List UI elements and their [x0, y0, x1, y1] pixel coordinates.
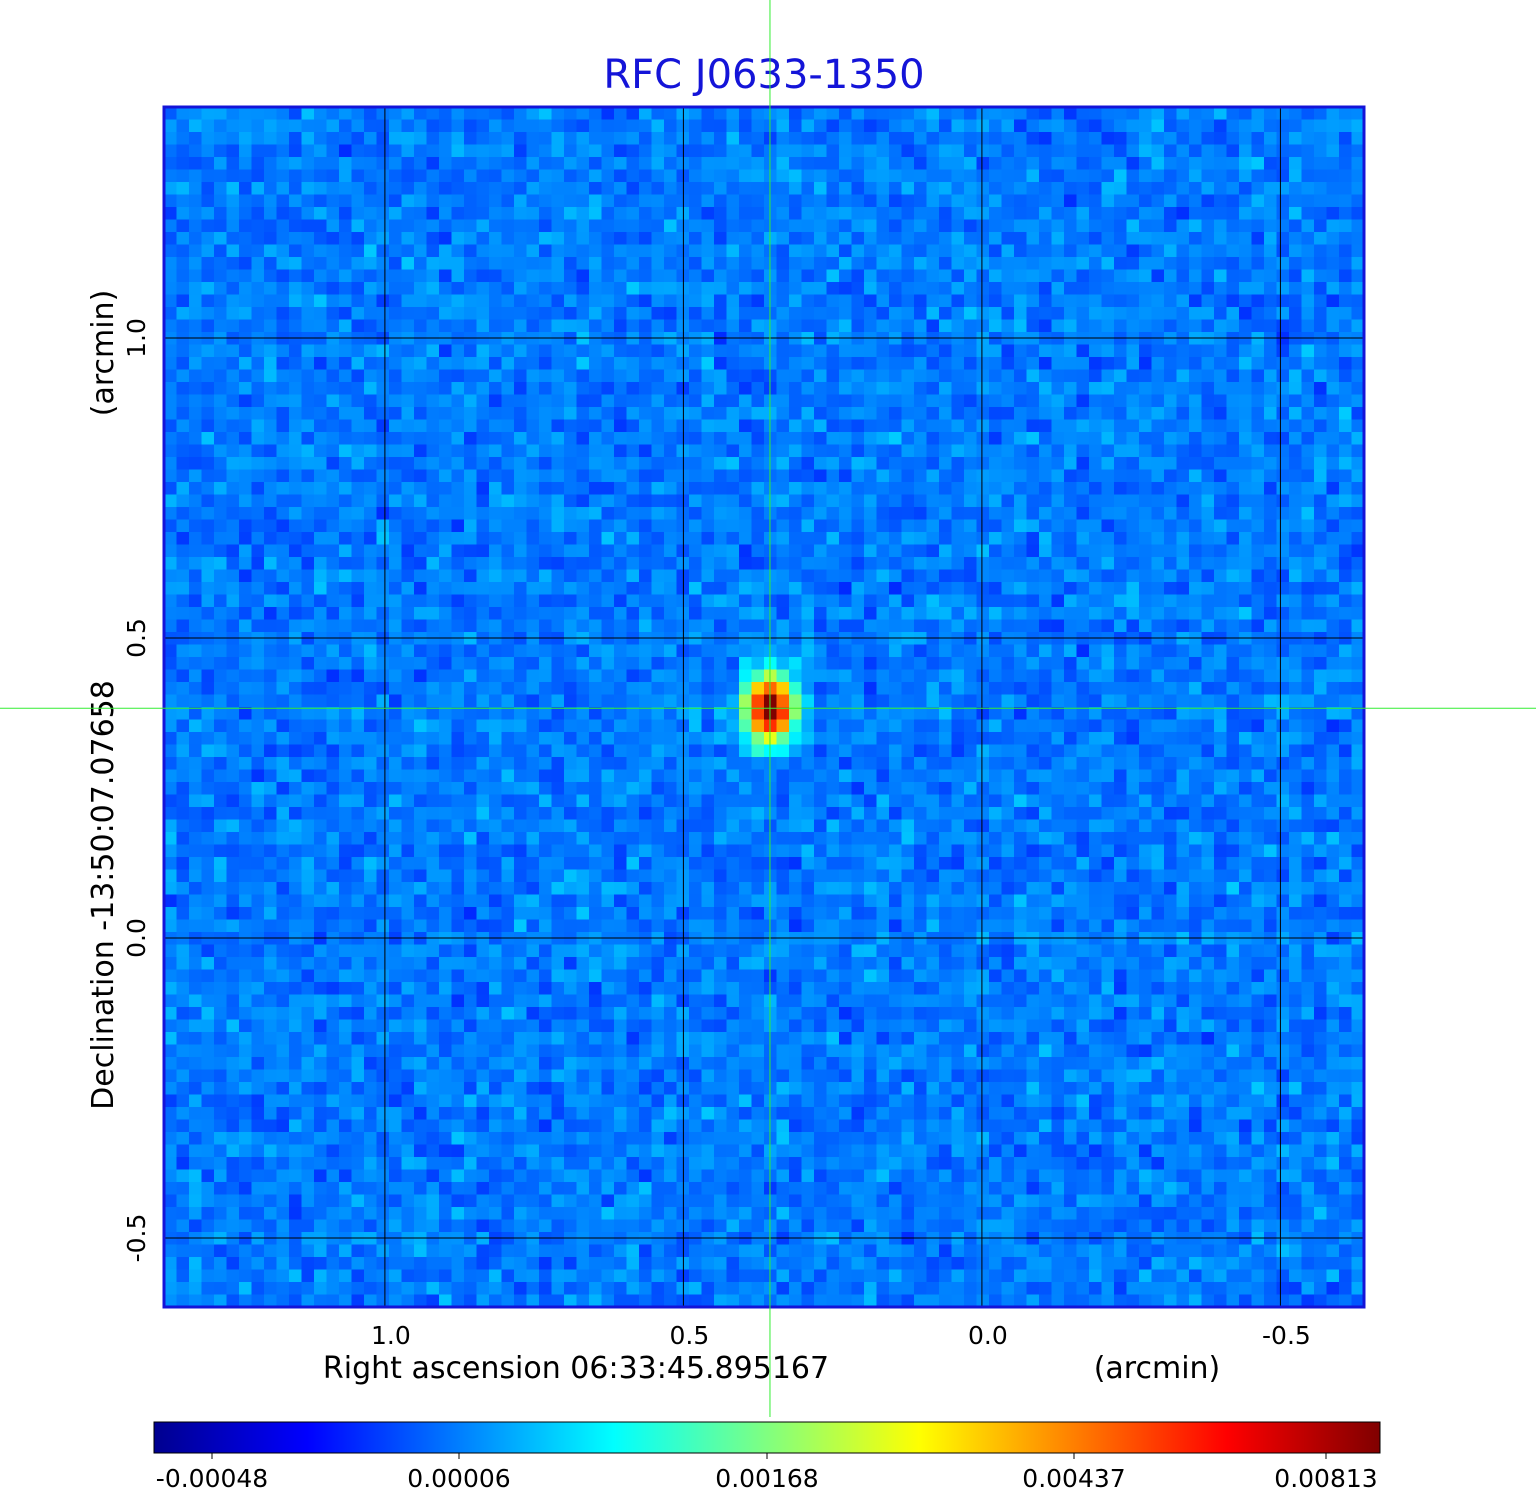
y-tick-label: 0.5 [122, 618, 151, 658]
colorbar-tick-label: -0.00048 [156, 1464, 268, 1493]
y-tick-label: -0.5 [122, 1214, 151, 1263]
y-tick-label: 0.0 [122, 918, 151, 958]
colorbar-tick-label: 0.00813 [1274, 1464, 1377, 1493]
chart-title: RFC J0633-1350 [603, 52, 924, 98]
y-tick-label: 1.0 [122, 318, 151, 358]
y-axis-unit: (arcmin) [86, 290, 121, 417]
plot-frame [162, 105, 1366, 1309]
x-tick-label: 0.5 [670, 1321, 710, 1350]
x-tick-label: -0.5 [1262, 1321, 1311, 1350]
colorbar [153, 1421, 1381, 1454]
crosshair [0, 0, 1536, 1417]
y-tick-labels: 1.0 0.5 0.0 -0.5 [122, 318, 151, 1262]
x-axis-label: Right ascension 06:33:45.895167 [323, 1351, 829, 1386]
coordinate-grid [164, 107, 1364, 1307]
x-tick-label: 1.0 [371, 1321, 411, 1350]
colorbar-tick-labels: -0.00048 0.00006 0.00168 0.00437 0.00813 [156, 1453, 1378, 1493]
colorbar-tick-label: 0.00437 [1022, 1464, 1125, 1493]
x-tick-label: 0.0 [968, 1321, 1008, 1350]
x-tick-labels: 1.0 0.5 0.0 -0.5 [371, 1321, 1311, 1350]
x-axis-unit: (arcmin) [1094, 1351, 1221, 1386]
colorbar-tick-label: 0.00006 [407, 1464, 510, 1493]
y-axis-label: Declination -13:50:07.07658 [86, 680, 121, 1110]
intensity-map [164, 107, 1365, 1308]
colorbar-tick-label: 0.00168 [715, 1464, 818, 1493]
